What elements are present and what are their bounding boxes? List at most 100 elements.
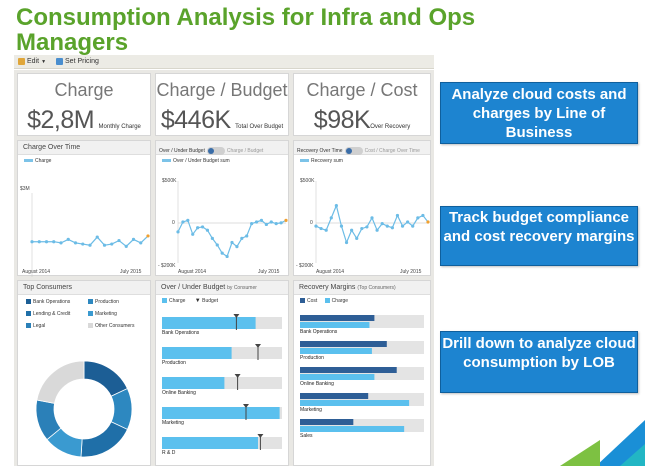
slide-title: Consumption Analysis for Infra and Ops M… <box>16 4 476 56</box>
data-point <box>421 213 425 218</box>
data-point <box>334 204 338 208</box>
data-point <box>355 236 359 240</box>
legend-swatch <box>26 299 31 305</box>
data-point <box>88 243 92 247</box>
kpi-charge-cost-value: $98K <box>313 106 371 134</box>
charge-over-time-panel: Charge Over Time Charge $3M August 2014 … <box>17 140 152 277</box>
rec-view-toggle[interactable] <box>344 146 363 155</box>
x-axis-end: July 2015 <box>258 269 280 275</box>
x-axis-end: July 2015 <box>400 269 422 275</box>
data-point <box>390 226 394 230</box>
charge-legend-swatch <box>162 298 167 304</box>
series-line <box>315 203 429 245</box>
kpi-charge-budget-title: Charge / Budget <box>156 80 288 100</box>
charge-bar <box>162 347 232 359</box>
ou-view-toggle[interactable] <box>206 146 225 155</box>
data-point <box>329 216 333 220</box>
y-axis-bottom: - $200K <box>296 263 314 269</box>
charge-bar <box>162 437 258 449</box>
data-point <box>176 230 180 234</box>
data-point <box>314 224 318 228</box>
recovery-margins-subtitle: (Top Consumers) <box>357 285 396 291</box>
edit-menu[interactable]: Edit ▼ <box>18 58 46 65</box>
data-point <box>81 242 85 246</box>
lob-label: Marketing <box>162 420 184 426</box>
data-point <box>73 241 78 245</box>
legend-swatch <box>88 311 93 317</box>
data-point <box>350 228 354 232</box>
data-point <box>146 234 150 238</box>
budget-marker-icon: ▼ <box>194 298 201 304</box>
set-pricing-label: Set Pricing <box>65 58 99 65</box>
data-point <box>365 225 369 229</box>
ou-by-consumer-title: Over / Under Budget <box>161 284 226 291</box>
legend-label: Other Consumers <box>95 323 135 329</box>
dashboard-toolbar: Edit ▼ Set Pricing <box>14 55 434 69</box>
kpi-charge-card[interactable]: Charge $2,8M Monthly Charge <box>17 73 151 136</box>
data-point <box>44 240 49 244</box>
lob-label: Marketing <box>300 407 322 413</box>
legend-label: Marketing <box>95 311 117 317</box>
recovery-margins-chart[interactable] <box>294 281 432 466</box>
over-under-budget-panel: Over / Under Budget Charge / Budget Over … <box>155 140 289 276</box>
charge-bar <box>162 377 225 389</box>
charge-bar <box>162 317 256 329</box>
charge-bar <box>300 348 372 354</box>
legend-swatch <box>88 323 93 329</box>
lob-label: Online Banking <box>300 381 334 387</box>
y-axis-top: $500K <box>300 178 315 184</box>
deco-triangle-blue <box>596 420 645 466</box>
data-point <box>416 216 420 220</box>
data-point <box>319 226 323 231</box>
rec-toggle-left-label: Recovery Over Time <box>297 148 343 154</box>
budget-marker-head <box>233 314 240 318</box>
y-axis-bottom: - $200K <box>158 263 176 269</box>
y-axis-zero: 0 <box>310 220 313 226</box>
recovery-margins-title: Recovery Margins <box>299 284 356 291</box>
cost-bar <box>300 367 397 373</box>
data-point <box>66 237 70 241</box>
recovery-margins-panel: Recovery Margins (Top Consumers) Cost Ch… <box>293 280 431 466</box>
donut-slice <box>80 421 128 458</box>
rec-legend-label: Recovery sum <box>311 158 343 164</box>
data-point <box>191 232 195 236</box>
ou-by-consumer-subtitle: by Consumer <box>227 285 257 291</box>
set-pricing-button[interactable]: Set Pricing <box>56 58 99 65</box>
callout-drill-down: Drill down to analyze cloud consumption … <box>440 331 638 393</box>
data-point <box>426 220 430 224</box>
data-point <box>139 241 143 245</box>
legend-label: Bank Operations <box>33 299 71 305</box>
legend-label: Lending & Credit <box>33 311 71 317</box>
lob-label: Bank Operations <box>162 330 200 336</box>
data-point <box>380 222 384 226</box>
data-point <box>264 222 268 227</box>
budget-legend-label: Budget <box>202 298 218 304</box>
recovery-over-time-chart[interactable] <box>294 141 432 277</box>
data-point <box>181 220 185 224</box>
edit-menu-label: Edit <box>27 58 40 65</box>
legend-swatch <box>26 311 31 317</box>
deco-triangle-teal <box>620 444 645 466</box>
data-point <box>406 220 410 224</box>
pencil-icon <box>18 58 25 65</box>
data-point <box>124 244 128 248</box>
data-point <box>59 241 63 245</box>
kpi-charge-value: $2,8M <box>27 106 95 134</box>
kpi-charge-budget-value: $446K <box>160 106 231 134</box>
legend-label: Production <box>95 299 119 305</box>
lob-label: Bank Operations <box>300 329 338 335</box>
over-under-budget-chart[interactable] <box>156 141 290 277</box>
kpi-charge-budget-card[interactable]: Charge / Budget $446K Total Over Budget <box>155 73 289 136</box>
top-consumers-donut[interactable] <box>18 281 152 466</box>
top-consumers-panel: Top Consumers Bank Operations Production… <box>17 280 151 466</box>
data-point <box>395 213 400 218</box>
donut-slice <box>83 360 128 397</box>
charge-over-time-chart[interactable] <box>18 141 152 277</box>
budget-marker-head <box>255 344 261 348</box>
ou-by-consumer-chart[interactable] <box>156 281 290 466</box>
lob-label: Sales <box>300 433 313 439</box>
budget-marker-head <box>243 404 249 408</box>
data-point <box>324 228 328 232</box>
kpi-charge-cost-card[interactable]: Charge / Cost $98KOver Recovery <box>293 73 431 136</box>
data-point <box>254 220 259 224</box>
